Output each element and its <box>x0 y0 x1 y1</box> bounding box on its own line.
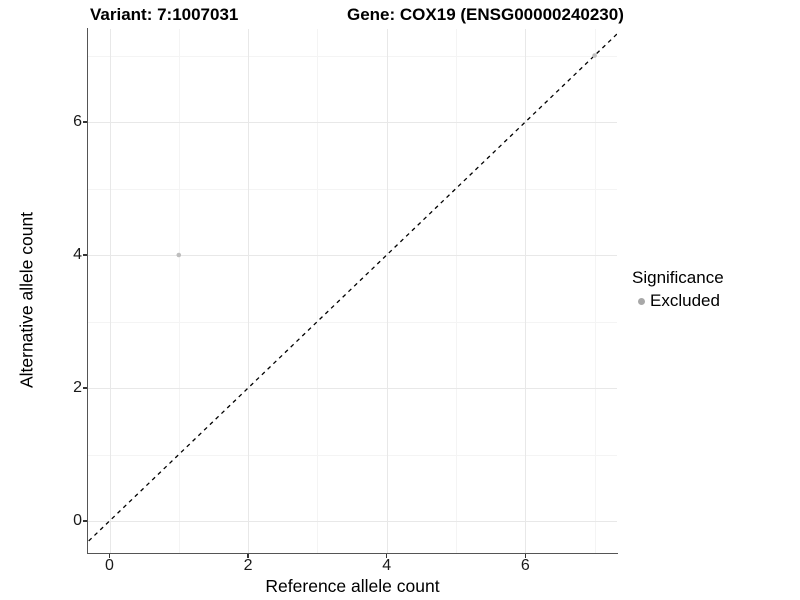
gridline-horizontal <box>88 122 617 123</box>
x-tick-mark <box>385 553 388 558</box>
gridline-horizontal <box>88 321 617 323</box>
gridline-horizontal <box>88 454 617 456</box>
legend-item-excluded: Excluded <box>632 291 724 311</box>
gridline-horizontal <box>88 255 617 256</box>
legend: Significance Excluded <box>632 268 724 311</box>
gridline-vertical <box>594 29 596 553</box>
gridline-vertical <box>109 29 111 553</box>
gridline-horizontal <box>88 388 617 389</box>
gridline-vertical <box>317 29 319 553</box>
y-tick-label: 4 <box>73 246 82 263</box>
y-tick-label: 0 <box>73 512 82 529</box>
gridline-horizontal <box>88 521 617 522</box>
x-tick-label: 2 <box>243 557 253 574</box>
data-point <box>592 53 597 58</box>
gridline-vertical <box>178 29 180 553</box>
y-axis-title: Alternative allele count <box>16 211 37 389</box>
y-tick-label: 2 <box>73 379 82 396</box>
gridline-horizontal <box>88 188 617 190</box>
y-tick-mark <box>82 387 87 389</box>
gridline-vertical <box>386 29 388 553</box>
data-point <box>176 252 182 258</box>
legend-item-label: Excluded <box>650 291 720 310</box>
y-axis-line <box>86 28 89 554</box>
plot-panel <box>88 29 617 553</box>
legend-title: Significance <box>632 268 724 287</box>
gridline-horizontal <box>88 55 617 57</box>
x-tick-label: 6 <box>520 557 530 574</box>
gridline-vertical <box>456 29 457 553</box>
x-tick-mark <box>524 553 527 558</box>
y-tick-mark <box>82 520 87 522</box>
x-tick-label: 0 <box>105 557 114 574</box>
y-tick-mark <box>82 121 87 123</box>
plot-title-gene: Gene: COX19 (ENSG00000240230) <box>347 5 624 24</box>
y-tick-label: 6 <box>73 113 82 130</box>
legend-point-icon <box>638 297 645 305</box>
identity-line <box>88 33 617 543</box>
gridline-vertical <box>525 29 527 553</box>
plot-title-variant: Variant: 7:1007031 <box>90 5 239 24</box>
y-tick-mark <box>82 254 87 256</box>
x-tick-label: 4 <box>382 557 392 574</box>
x-axis-title: Reference allele count <box>265 576 440 596</box>
x-tick-mark <box>108 553 111 558</box>
gridline-vertical <box>248 29 250 553</box>
x-axis-line <box>86 552 618 555</box>
x-tick-mark <box>247 553 249 558</box>
plot-svg <box>88 33 617 543</box>
